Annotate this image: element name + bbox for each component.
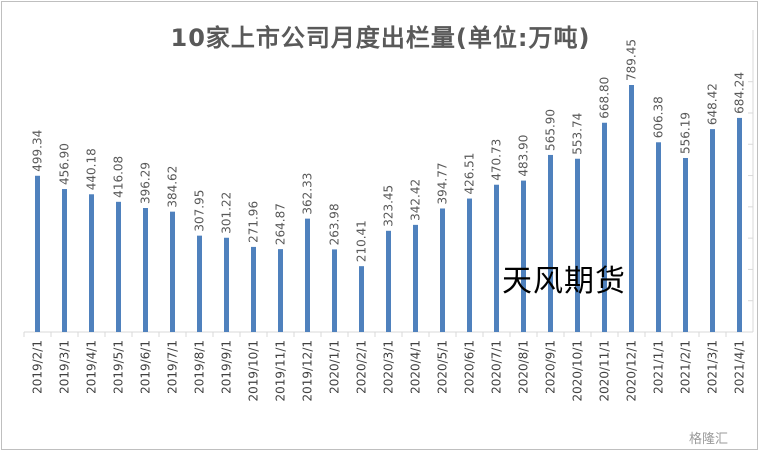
- source-logo: 格隆汇: [689, 432, 729, 447]
- bar: [467, 198, 472, 332]
- data-label: 307.95: [193, 190, 207, 232]
- data-label: 789.45: [625, 39, 639, 81]
- x-tick-label: 2020/12/1: [625, 340, 639, 402]
- bar: [359, 266, 364, 332]
- data-label: 426.51: [463, 153, 477, 195]
- x-tick-label: 2020/8/1: [517, 340, 531, 394]
- bar: [386, 230, 391, 332]
- x-tick-label: 2019/12/1: [301, 340, 315, 402]
- data-label: 565.90: [544, 109, 558, 151]
- data-label: 362.33: [301, 173, 315, 215]
- bar: [629, 85, 634, 332]
- bar: [710, 129, 715, 332]
- x-tick-label: 2020/4/1: [409, 340, 423, 394]
- bar: [35, 175, 40, 332]
- bar: [548, 154, 553, 332]
- bar: [521, 180, 526, 332]
- data-label: 456.90: [58, 143, 72, 185]
- bar: [143, 208, 148, 332]
- data-label: 271.96: [247, 201, 261, 243]
- bar: [278, 249, 283, 332]
- data-label: 648.42: [706, 83, 720, 125]
- x-tick-label: 2021/2/1: [679, 340, 693, 394]
- x-tick-label: 2020/1/1: [328, 340, 342, 394]
- data-label: 440.18: [85, 148, 99, 190]
- data-label: 553.74: [571, 113, 585, 155]
- x-tick-label: 2019/6/1: [139, 340, 153, 394]
- data-label: 668.80: [598, 77, 612, 119]
- x-tick-label: 2019/8/1: [193, 340, 207, 394]
- bar: [251, 246, 256, 332]
- x-tick-label: 2021/3/1: [706, 340, 720, 394]
- data-label: 394.77: [436, 162, 450, 204]
- data-label: 470.73: [490, 139, 504, 181]
- bar: [116, 201, 121, 332]
- x-tick-label: 2021/1/1: [652, 340, 666, 394]
- bar: [602, 122, 607, 332]
- bar: [332, 249, 337, 332]
- bar: [494, 184, 499, 332]
- x-tick-label: 2020/3/1: [382, 340, 396, 394]
- data-label: 263.98: [328, 203, 342, 245]
- x-tick-label: 2019/4/1: [85, 340, 99, 394]
- bar: [170, 211, 175, 332]
- x-tick-label: 2020/9/1: [544, 340, 558, 394]
- data-label: 342.42: [409, 179, 423, 221]
- data-label: 483.90: [517, 135, 531, 177]
- x-tick-label: 2019/7/1: [166, 340, 180, 394]
- x-tick-label: 2020/10/1: [571, 340, 585, 402]
- bar: [305, 218, 310, 332]
- bar: [440, 208, 445, 332]
- data-label: 416.08: [112, 156, 126, 198]
- bar: [683, 157, 688, 332]
- bar: [62, 189, 67, 332]
- data-label: 210.41: [355, 220, 369, 262]
- x-tick-label: 2020/6/1: [463, 340, 477, 394]
- chart-title: 10家上市公司月度出栏量(单位:万吨): [170, 24, 591, 52]
- x-tick-label: 2019/2/1: [31, 340, 45, 394]
- bar: [413, 224, 418, 332]
- x-tick-label: 2021/4/1: [733, 340, 747, 394]
- bar: [575, 158, 580, 332]
- data-label: 396.29: [139, 162, 153, 204]
- data-label: 384.62: [166, 166, 180, 208]
- x-tick-label: 2019/3/1: [58, 340, 72, 394]
- x-tick-label: 2019/10/1: [247, 340, 261, 402]
- data-label: 606.38: [652, 96, 666, 138]
- x-tick-label: 2019/5/1: [112, 340, 126, 394]
- x-tick-label: 2020/2/1: [355, 340, 369, 394]
- data-label: 556.19: [679, 112, 693, 154]
- bar: [656, 142, 661, 332]
- bar: [224, 237, 229, 332]
- watermark-text: 天风期货: [502, 264, 626, 299]
- data-label: 684.24: [733, 72, 747, 114]
- data-label: 499.34: [31, 130, 45, 172]
- data-label: 264.87: [274, 203, 288, 245]
- data-label: 301.22: [220, 192, 234, 234]
- data-label: 323.45: [382, 185, 396, 227]
- bar: [197, 235, 202, 332]
- bar: [737, 117, 742, 332]
- x-tick-label: 2020/5/1: [436, 340, 450, 394]
- x-tick-label: 2020/7/1: [490, 340, 504, 394]
- x-tick-label: 2019/11/1: [274, 340, 288, 402]
- x-tick-label: 2019/9/1: [220, 340, 234, 394]
- x-tick-label: 2020/11/1: [598, 340, 612, 402]
- bar: [89, 194, 94, 332]
